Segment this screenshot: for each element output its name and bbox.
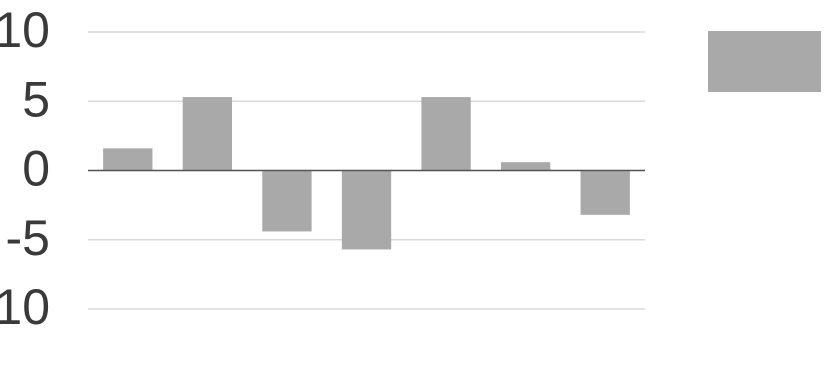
y-tick-label: -10 — [0, 279, 50, 335]
y-tick-label: 10 — [0, 2, 50, 58]
bar — [262, 170, 312, 232]
bar — [500, 162, 551, 171]
bar — [182, 97, 233, 171]
bar — [341, 170, 392, 250]
y-tick-label: -5 — [6, 210, 50, 266]
bar — [421, 97, 471, 171]
bar — [580, 170, 630, 215]
legend-swatch — [708, 31, 821, 92]
y-tick-label: 5 — [22, 71, 50, 127]
y-tick-label: 0 — [22, 141, 50, 197]
bar — [103, 148, 153, 171]
